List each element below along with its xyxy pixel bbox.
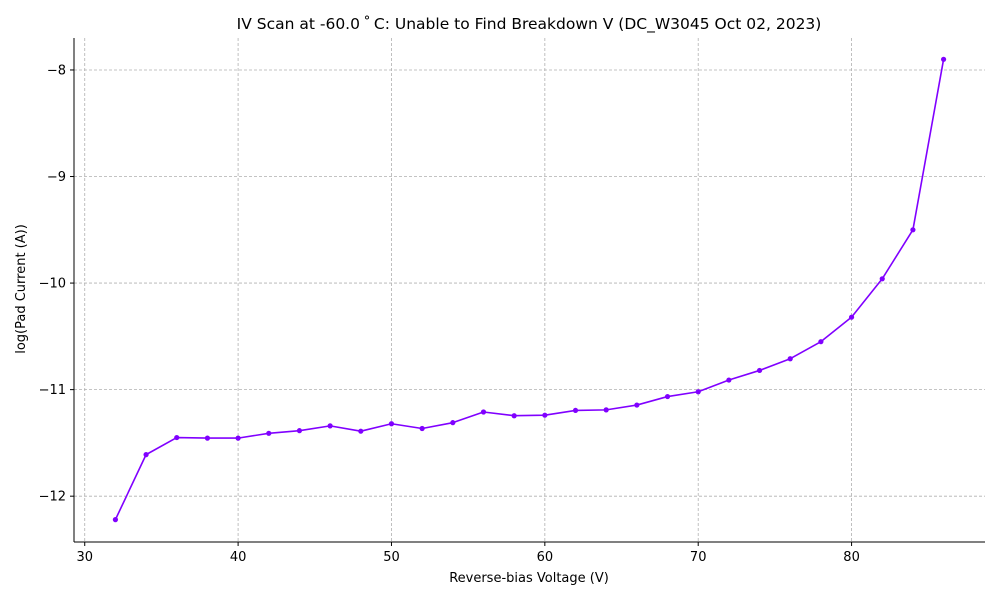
data-point	[818, 339, 824, 345]
x-tick-label: 40	[230, 550, 247, 565]
x-tick-label: 50	[383, 550, 400, 565]
data-point	[940, 56, 947, 62]
data-point	[603, 407, 609, 413]
axes	[73, 38, 985, 543]
data-point	[634, 402, 640, 408]
data-point	[450, 420, 456, 426]
data-point	[726, 377, 732, 383]
x-tick-label: 60	[537, 550, 554, 565]
chart-title: IV Scan at -60.0 ˚ C: Unable to Find Bre…	[237, 15, 822, 34]
x-tick-label: 30	[76, 550, 93, 565]
series	[112, 56, 947, 523]
data-point	[327, 423, 333, 429]
data-point	[388, 421, 395, 427]
grid	[74, 38, 985, 542]
data-point	[112, 517, 119, 523]
data-point	[174, 434, 180, 441]
data-point	[695, 389, 701, 395]
y-ticks: −12 −11 −10 −9 −8	[39, 63, 74, 505]
data-point	[480, 409, 487, 415]
data-point	[848, 314, 855, 320]
data-point	[419, 425, 425, 432]
series-line	[114, 59, 945, 520]
data-point	[143, 452, 149, 458]
data-point	[266, 430, 272, 436]
data-point	[204, 435, 211, 441]
data-point	[664, 393, 671, 400]
x-tick-label: 80	[843, 550, 860, 565]
data-point	[235, 435, 241, 441]
y-tick-label: −10	[39, 277, 66, 292]
y-tick-label: −9	[47, 170, 66, 185]
data-point	[756, 367, 763, 374]
x-ticks: 30 40 50 60 70 80	[76, 542, 860, 565]
y-axis-label: log(Pad Current (A))	[14, 224, 29, 354]
data-point	[572, 407, 579, 414]
data-point	[787, 356, 793, 362]
data-point	[296, 428, 303, 434]
y-tick-label: −11	[39, 383, 66, 398]
y-tick-label: −8	[47, 63, 66, 78]
data-point	[879, 276, 885, 282]
x-axis-label: Reverse-bias Voltage (V)	[449, 571, 609, 586]
data-point	[910, 227, 916, 233]
data-point	[358, 428, 364, 434]
data-point	[511, 413, 517, 419]
data-point	[542, 412, 548, 418]
y-tick-label: −12	[39, 490, 66, 505]
x-tick-label: 70	[690, 550, 707, 565]
